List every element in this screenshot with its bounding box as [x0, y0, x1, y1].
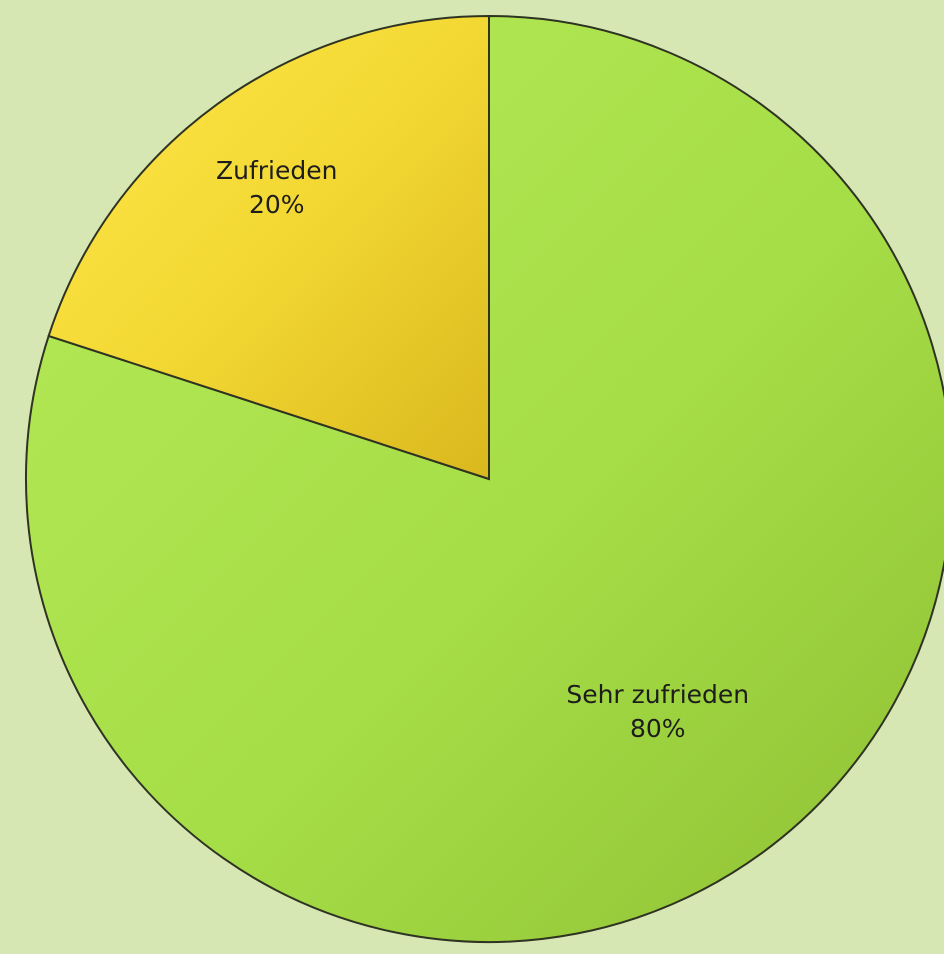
slice-label: Sehr zufrieden: [566, 680, 749, 709]
slice-value-label: 80%: [630, 714, 686, 743]
slice-value-label: 20%: [249, 190, 305, 219]
pie-slice-zufrieden: [47, 14, 490, 481]
slice-label: Zufrieden: [216, 156, 337, 185]
pie-slice-sehr-zufrieden: [25, 14, 944, 943]
pie-labels: Sehr zufrieden 80% Zufrieden 20%: [216, 156, 749, 743]
pie-slices: [25, 14, 944, 943]
